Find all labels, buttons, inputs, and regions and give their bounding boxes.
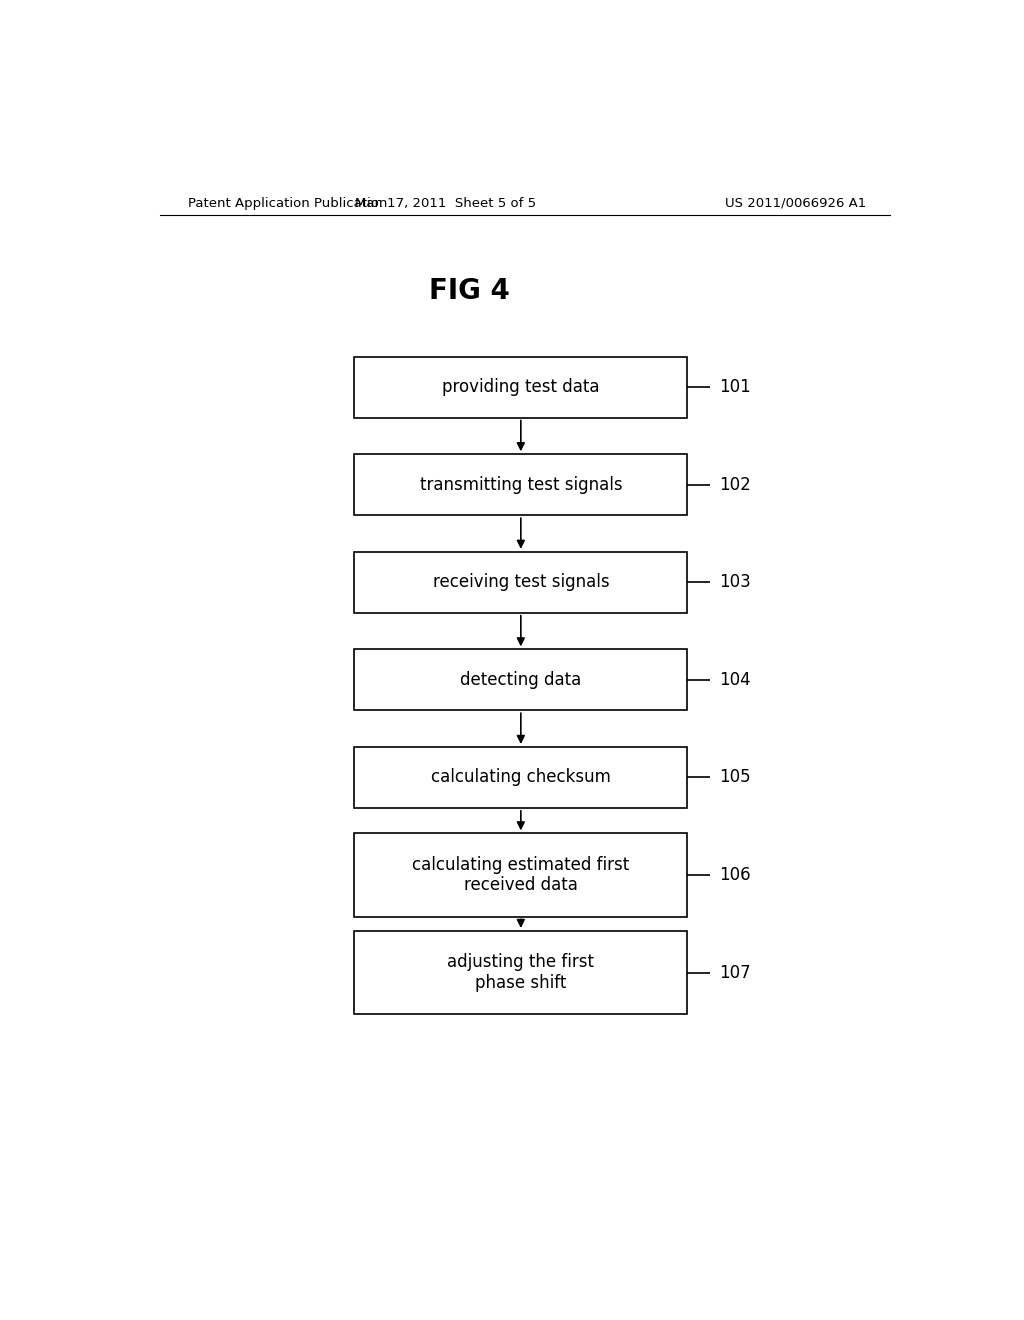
- Text: adjusting the first
phase shift: adjusting the first phase shift: [447, 953, 594, 991]
- Text: 107: 107: [719, 964, 751, 982]
- Text: calculating estimated first
received data: calculating estimated first received dat…: [413, 855, 630, 895]
- Text: Patent Application Publication: Patent Application Publication: [187, 197, 387, 210]
- Bar: [354, 454, 687, 515]
- Text: providing test data: providing test data: [442, 378, 600, 396]
- Text: 104: 104: [719, 671, 751, 689]
- Text: 101: 101: [719, 378, 751, 396]
- Bar: [354, 833, 687, 916]
- Bar: [354, 649, 687, 710]
- Bar: [354, 552, 687, 612]
- Text: receiving test signals: receiving test signals: [432, 573, 609, 591]
- Text: 103: 103: [719, 573, 751, 591]
- Text: detecting data: detecting data: [460, 671, 582, 689]
- Text: Mar. 17, 2011  Sheet 5 of 5: Mar. 17, 2011 Sheet 5 of 5: [355, 197, 536, 210]
- Text: 105: 105: [719, 768, 751, 787]
- Text: FIG 4: FIG 4: [429, 276, 510, 305]
- Text: transmitting test signals: transmitting test signals: [420, 475, 623, 494]
- Bar: [354, 747, 687, 808]
- Bar: [354, 931, 687, 1014]
- Text: calculating checksum: calculating checksum: [431, 768, 610, 787]
- Text: US 2011/0066926 A1: US 2011/0066926 A1: [725, 197, 866, 210]
- Bar: [354, 356, 687, 417]
- Text: 102: 102: [719, 475, 751, 494]
- Text: 106: 106: [719, 866, 751, 884]
